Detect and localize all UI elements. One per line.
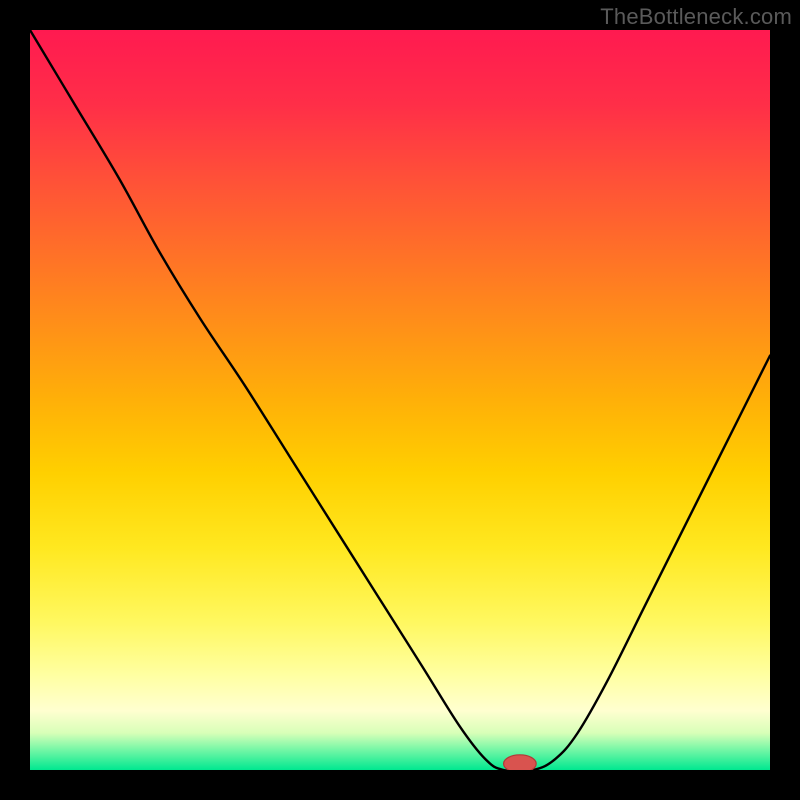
optimal-marker [504,755,537,770]
gradient-background [30,30,770,770]
chart-plot-area [30,30,770,770]
watermark-text: TheBottleneck.com [600,4,792,30]
bottleneck-chart [30,30,770,770]
